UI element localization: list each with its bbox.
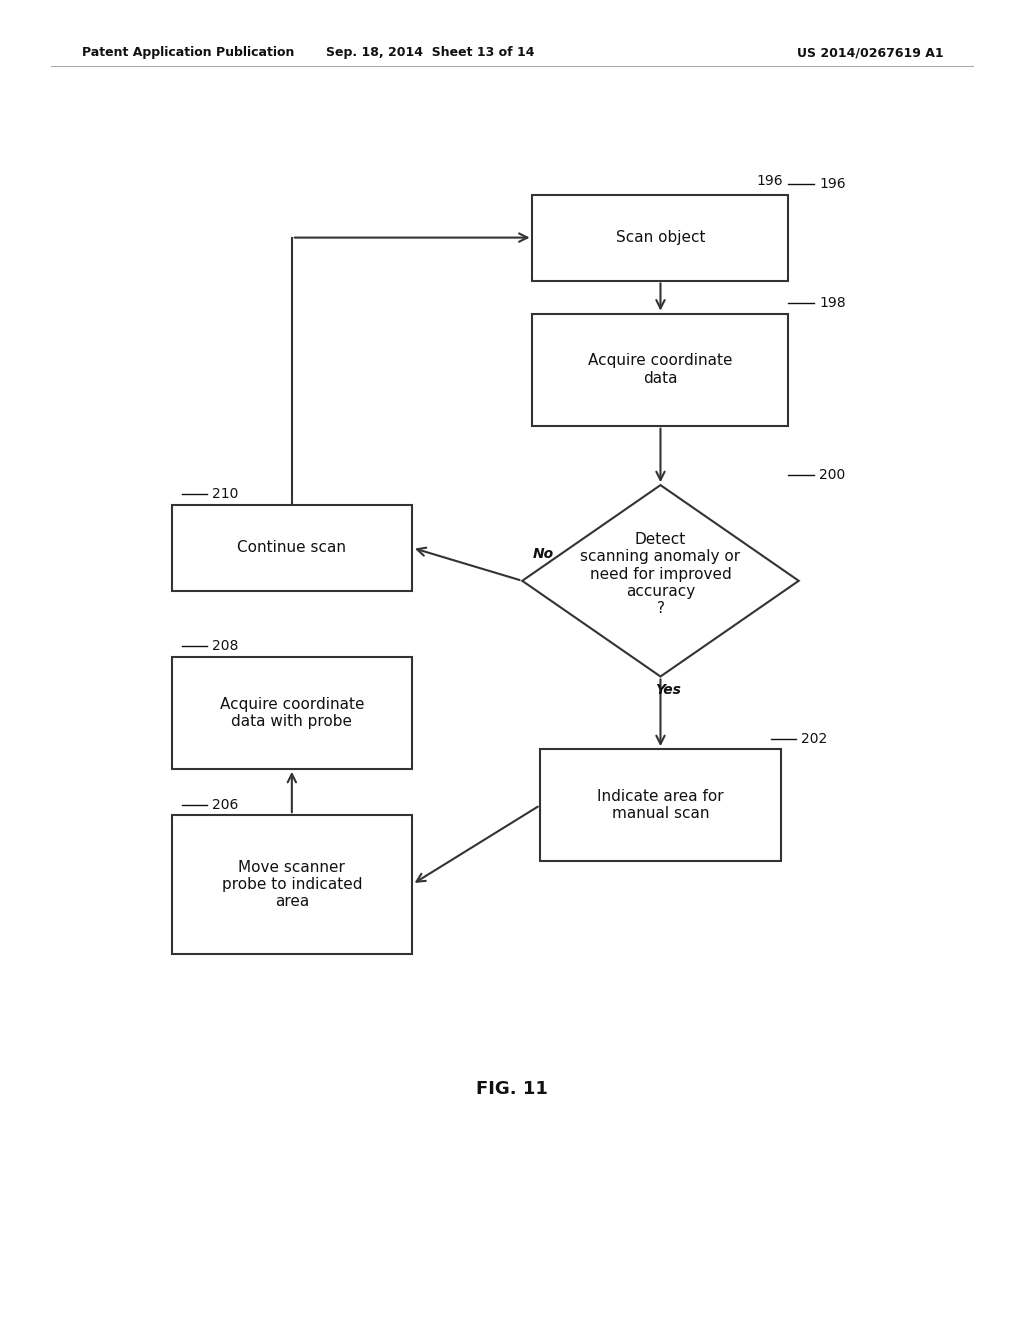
Text: Patent Application Publication: Patent Application Publication (82, 46, 294, 59)
Text: Continue scan: Continue scan (238, 540, 346, 556)
Text: Scan object: Scan object (615, 230, 706, 246)
FancyBboxPatch shape (541, 748, 781, 861)
Text: Move scanner
probe to indicated
area: Move scanner probe to indicated area (221, 859, 362, 909)
Text: 202: 202 (801, 731, 827, 746)
Text: Yes: Yes (655, 682, 681, 697)
Text: Sep. 18, 2014  Sheet 13 of 14: Sep. 18, 2014 Sheet 13 of 14 (326, 46, 535, 59)
Text: US 2014/0267619 A1: US 2014/0267619 A1 (797, 46, 944, 59)
Text: Indicate area for
manual scan: Indicate area for manual scan (597, 789, 724, 821)
Text: 196: 196 (757, 174, 783, 189)
FancyBboxPatch shape (171, 506, 412, 591)
Text: Acquire coordinate
data with probe: Acquire coordinate data with probe (219, 697, 365, 729)
Text: Acquire coordinate
data: Acquire coordinate data (588, 354, 733, 385)
Text: No: No (532, 546, 554, 561)
Text: Detect
scanning anomaly or
need for improved
accuracy
?: Detect scanning anomaly or need for impr… (581, 532, 740, 616)
Polygon shape (522, 484, 799, 676)
Text: FIG. 11: FIG. 11 (476, 1080, 548, 1098)
Text: 206: 206 (213, 797, 239, 812)
Text: 196: 196 (819, 177, 846, 191)
Text: 198: 198 (819, 296, 846, 310)
FancyBboxPatch shape (532, 195, 788, 281)
FancyBboxPatch shape (532, 314, 788, 425)
Text: 208: 208 (213, 639, 239, 653)
FancyBboxPatch shape (171, 814, 412, 953)
Text: 200: 200 (819, 467, 846, 482)
Text: 210: 210 (213, 487, 239, 502)
FancyBboxPatch shape (171, 656, 412, 768)
